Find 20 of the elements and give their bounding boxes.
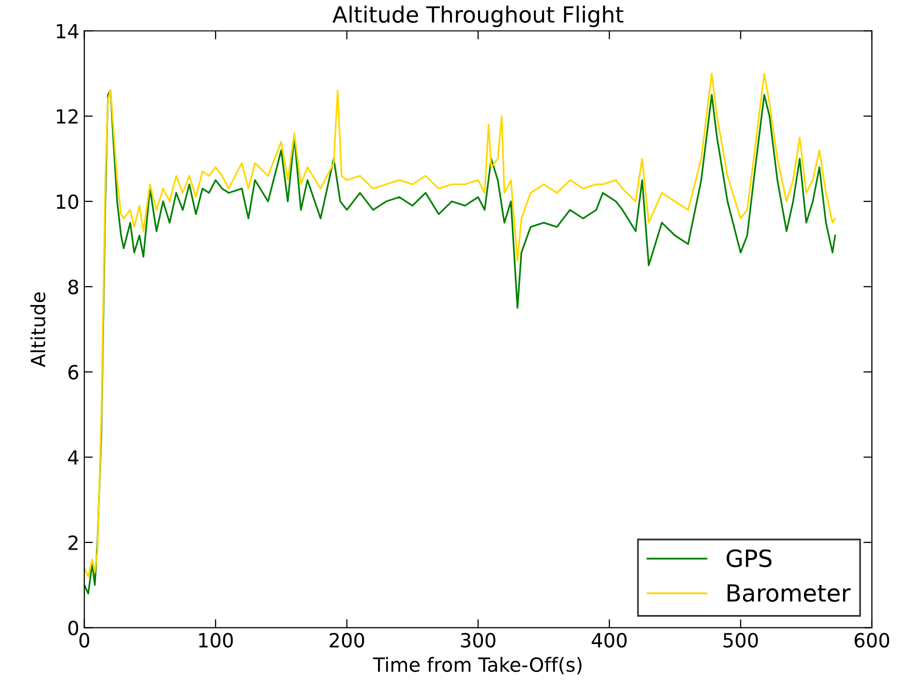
y-tick-label: 10 [56,194,78,210]
y-tick-label: 14 [56,24,78,38]
x-tick-label: 600 [854,632,890,648]
y-tick-label: 6 [68,364,78,380]
x-tick-label: 300 [461,632,496,648]
y-tick-label: 12 [56,109,78,124]
x-axis-title: Time from Take-Off(s) [372,656,582,674]
y-tick-label: 8 [68,280,78,294]
y-axis-title: Altitude [30,292,46,368]
x-tick-label: 100 [199,632,233,648]
y-tick-label: 4 [68,450,78,465]
y-tick-label: 0 [68,620,78,636]
x-tick-label: 400 [592,632,627,648]
x-tick-label: 0 [79,632,90,648]
y-tick-label: 2 [68,535,78,550]
legend-label: Barometer [728,584,851,602]
chart-title: Altitude Throughout Flight [332,6,624,28]
legend-label: GPS [726,549,772,568]
x-tick-label: 200 [330,632,364,648]
x-tick-label: 500 [724,632,758,648]
